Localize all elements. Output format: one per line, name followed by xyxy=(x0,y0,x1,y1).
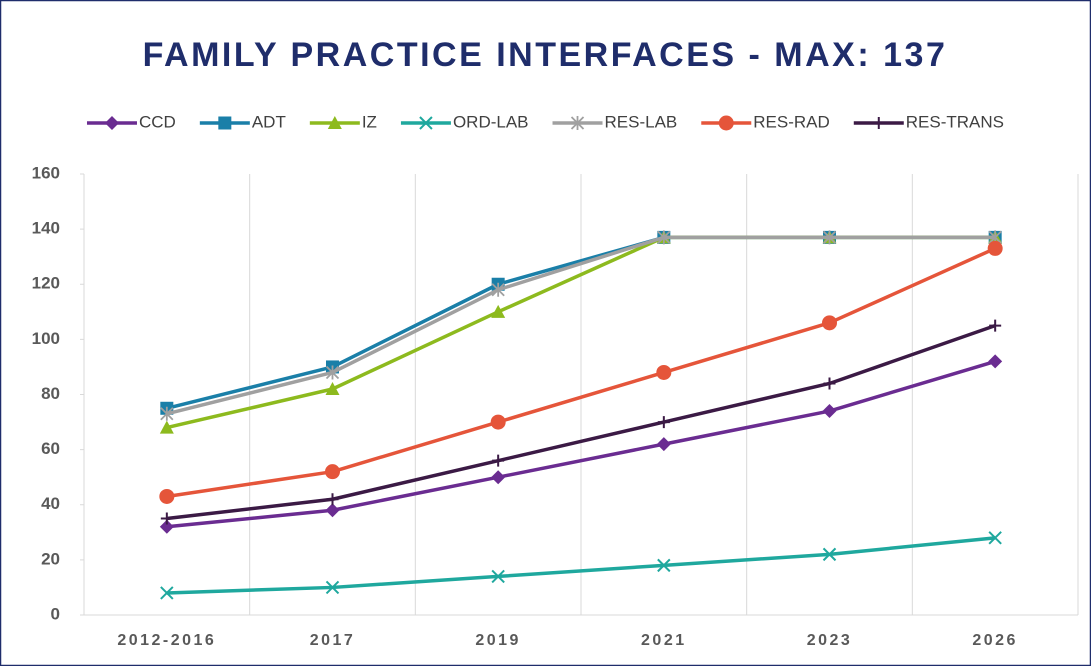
legend-label: CCD xyxy=(139,112,176,131)
y-tick-label: 140 xyxy=(32,219,60,238)
marker xyxy=(160,586,174,600)
x-tick-label: 2021 xyxy=(641,632,687,649)
marker xyxy=(325,580,340,595)
marker xyxy=(656,364,672,380)
marker xyxy=(988,354,1003,369)
series-line xyxy=(166,246,996,499)
legend-label: ADT xyxy=(252,112,286,131)
series-line xyxy=(166,536,996,595)
legend-label: IZ xyxy=(362,112,377,131)
y-tick-label: 160 xyxy=(32,163,60,182)
y-tick-label: 120 xyxy=(32,274,60,293)
x-tick-label: 2017 xyxy=(310,632,356,649)
marker xyxy=(988,531,1002,545)
marker xyxy=(325,464,340,480)
legend-label: RES-RAD xyxy=(753,112,830,131)
legend-label: RES-LAB xyxy=(605,112,678,131)
marker xyxy=(822,404,837,419)
y-tick-label: 0 xyxy=(51,604,60,623)
marker xyxy=(327,116,342,129)
marker xyxy=(656,437,671,452)
y-tick-label: 80 xyxy=(41,384,60,403)
marker xyxy=(657,558,671,573)
marker xyxy=(987,240,1003,256)
marker xyxy=(159,420,174,434)
marker xyxy=(657,416,670,429)
chart-title: FAMILY PRACTICE INTERFACES - MAX: 137 xyxy=(143,36,948,74)
legend-label: RES-TRANS xyxy=(906,112,1004,131)
legend-label: ORD-LAB xyxy=(453,112,529,131)
marker xyxy=(491,569,505,584)
marker xyxy=(492,454,505,467)
marker xyxy=(160,512,173,525)
x-tick-label: 2023 xyxy=(807,632,853,649)
marker xyxy=(822,230,837,245)
marker xyxy=(822,315,837,331)
marker xyxy=(570,116,585,130)
marker xyxy=(718,115,734,131)
marker xyxy=(490,414,506,430)
marker xyxy=(823,377,836,390)
series-line xyxy=(166,235,996,416)
marker xyxy=(419,116,433,130)
marker xyxy=(160,406,174,421)
marker xyxy=(218,116,232,130)
x-tick-label: 2012-2016 xyxy=(117,632,216,649)
marker xyxy=(159,519,174,534)
series-line xyxy=(166,323,996,521)
marker xyxy=(491,282,505,297)
marker xyxy=(872,117,885,129)
marker xyxy=(325,365,340,380)
marker xyxy=(822,547,837,562)
y-tick-label: 60 xyxy=(41,439,60,458)
marker xyxy=(989,319,1002,332)
x-tick-label: 2026 xyxy=(972,632,1018,649)
marker xyxy=(491,304,506,318)
marker xyxy=(104,116,119,130)
marker xyxy=(657,230,671,245)
y-tick-label: 40 xyxy=(41,494,60,513)
marker xyxy=(326,493,339,506)
marker xyxy=(159,488,175,504)
y-tick-label: 100 xyxy=(32,329,60,348)
legend: CCD ADT IZ ORD-LAB RES-LAB RES-RAD RES-TRANS xyxy=(86,112,1004,131)
marker xyxy=(325,503,340,518)
x-tick-label: 2019 xyxy=(475,632,521,649)
marker xyxy=(491,470,506,485)
y-tick-label: 20 xyxy=(41,549,60,568)
marker xyxy=(325,381,340,395)
series-line xyxy=(166,359,996,529)
